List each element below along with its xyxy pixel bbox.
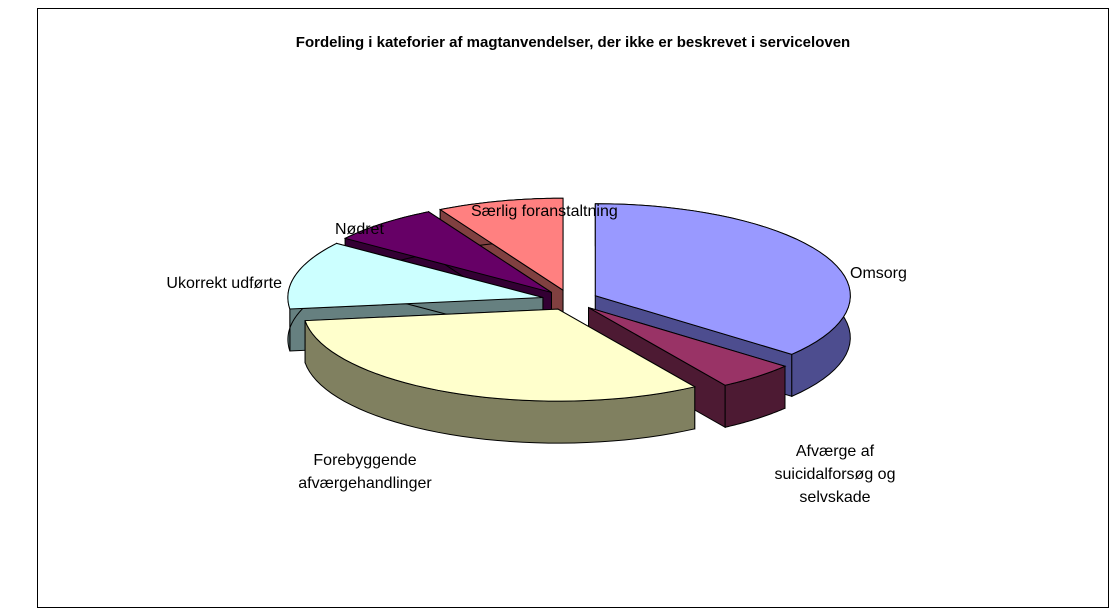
slice-top: [438, 197, 564, 292]
chart-title: Fordeling i kateforier af magtanvendelse…: [295, 34, 851, 51]
slice-label: Særlig foranstaltning: [471, 203, 618, 220]
slice-label: Nødret: [335, 221, 384, 238]
slice-label: Forebyggende afværgehandlinger: [298, 452, 432, 492]
slice-top: [594, 203, 851, 355]
slice-top: [287, 242, 544, 310]
slice-top: [343, 211, 552, 293]
slice-top: [588, 307, 787, 386]
pie-slice: [304, 308, 697, 444]
slice-label: Ukorrekt udførte: [166, 275, 282, 292]
slice-label: Omsorg: [850, 265, 907, 282]
slice-top: [304, 308, 697, 402]
slice-label: Afværge af suicidalforsøg og selvskade: [774, 443, 896, 506]
